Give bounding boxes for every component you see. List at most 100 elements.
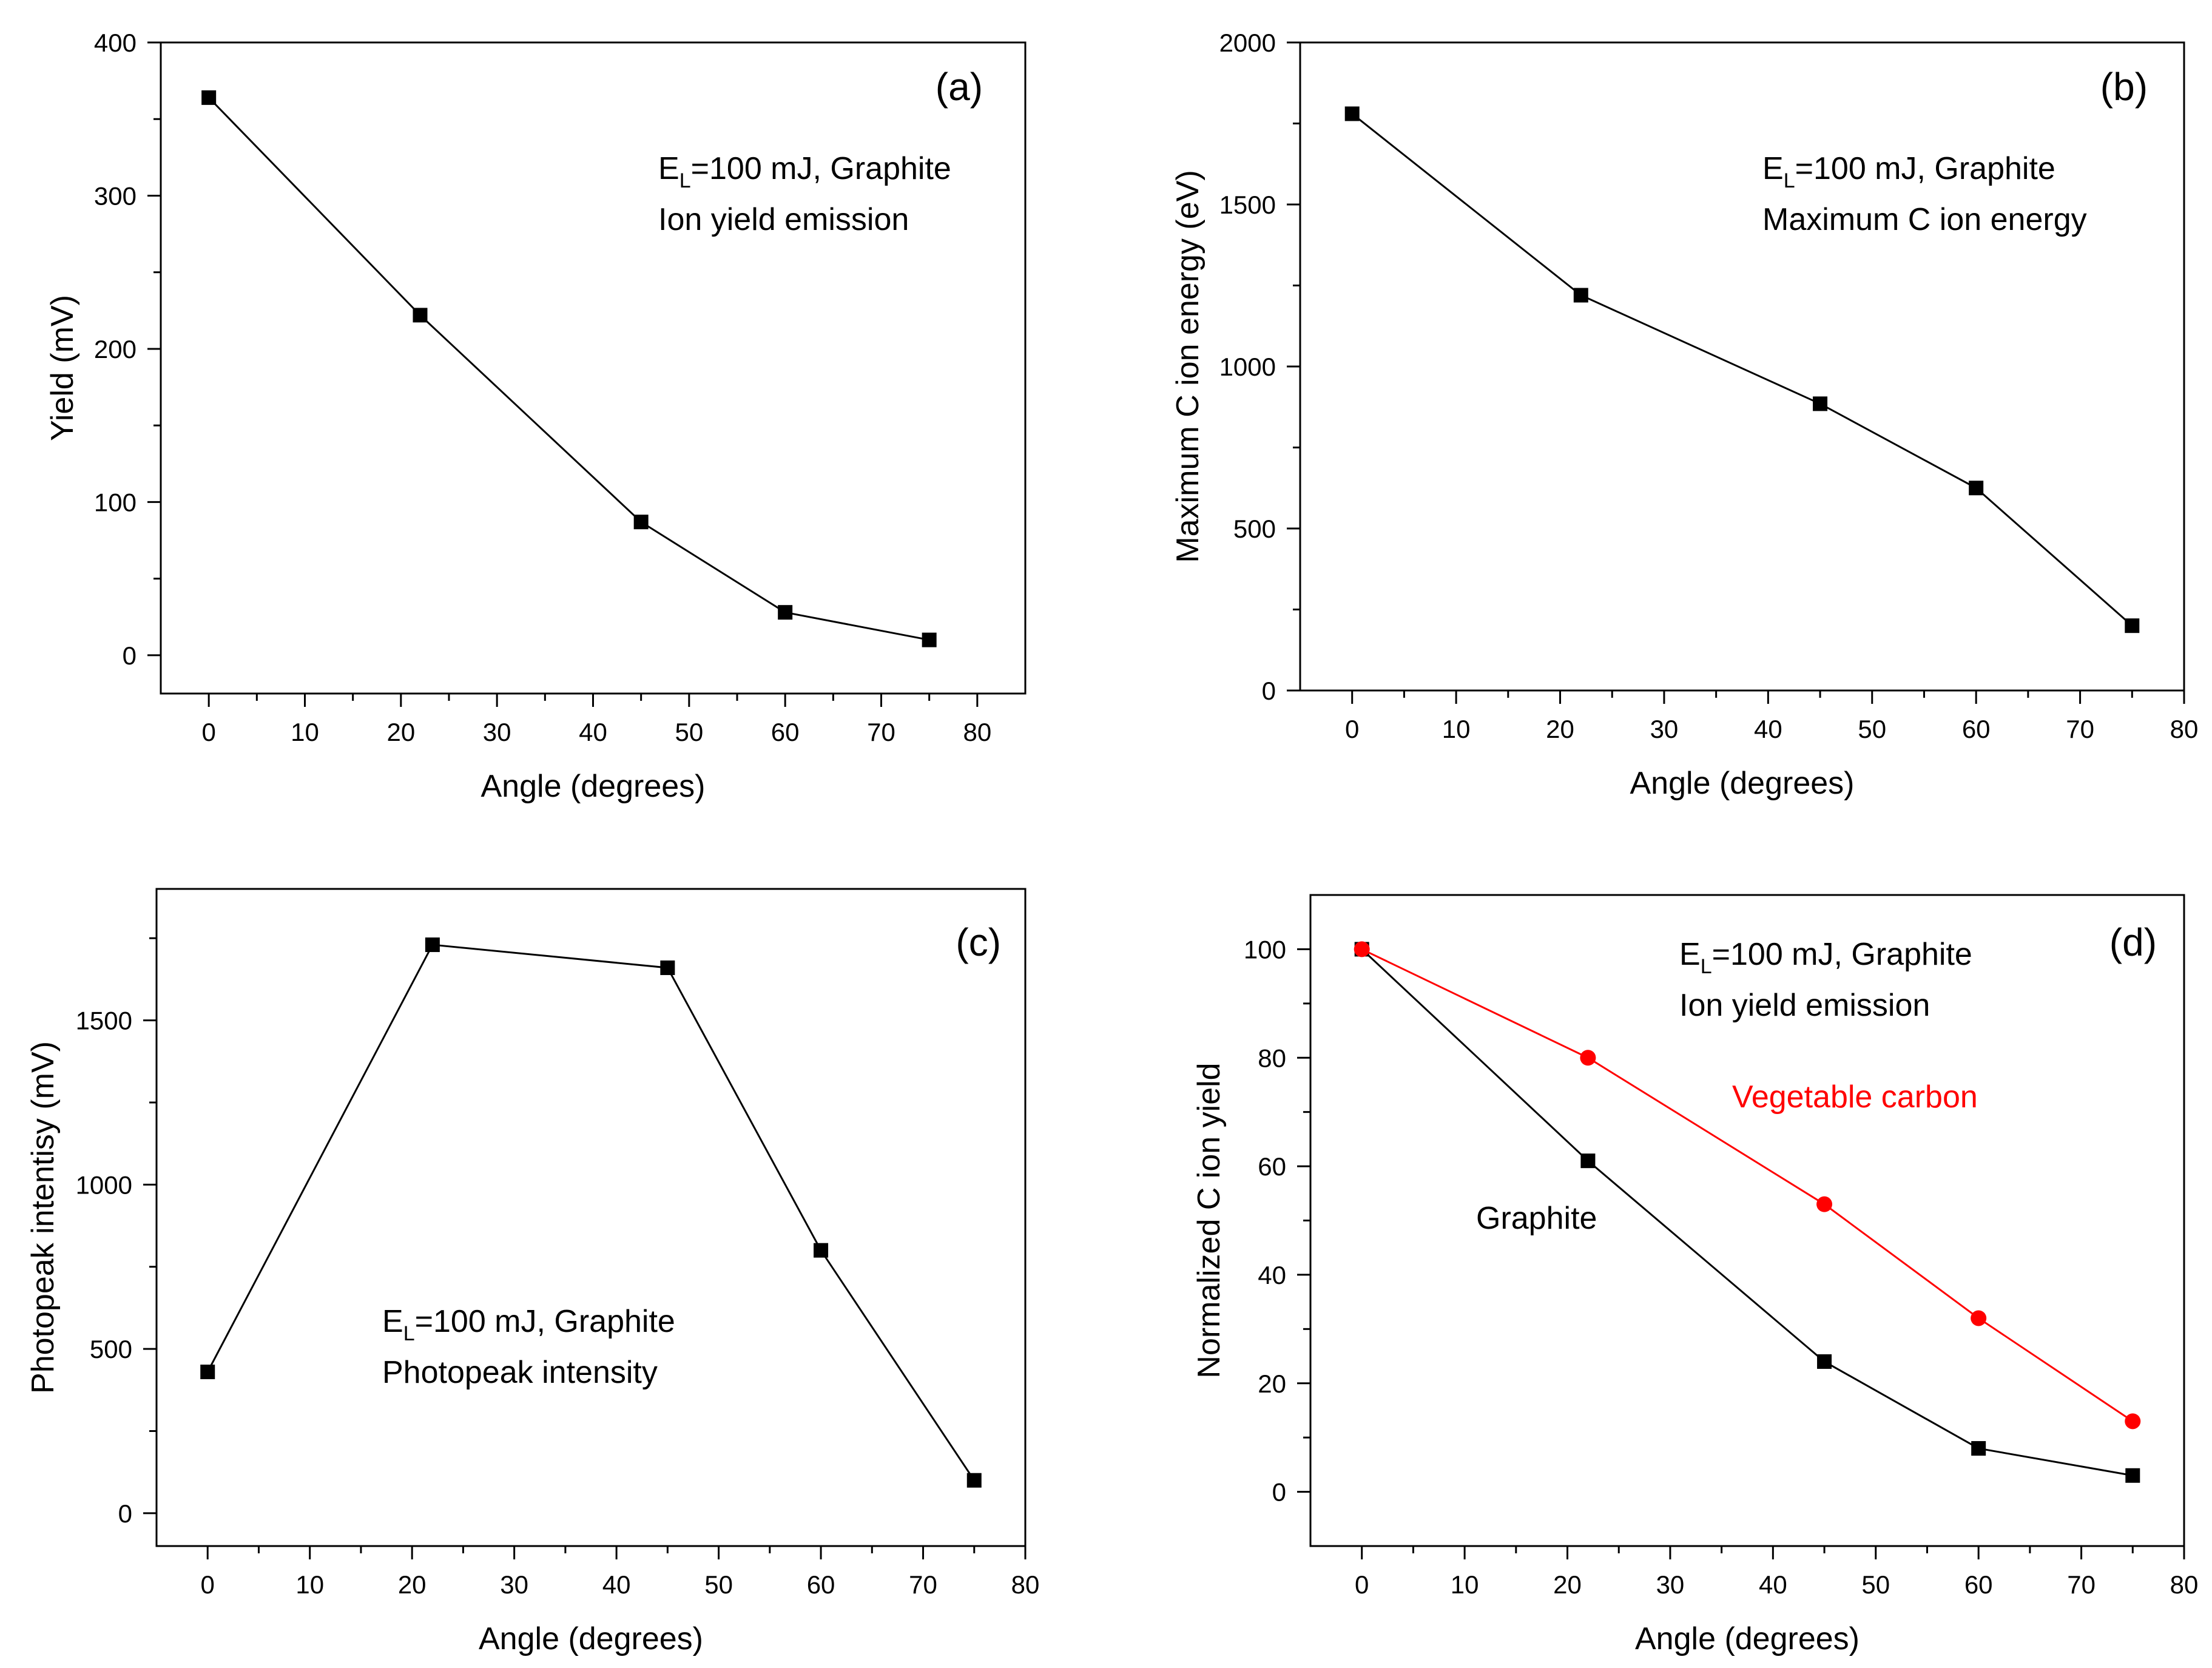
x-tick-label: 80 — [2170, 715, 2199, 743]
y-tick-label: 40 — [1258, 1261, 1286, 1289]
x-tick-label: 50 — [1861, 1570, 1890, 1599]
annotation-e: E — [658, 151, 679, 186]
data-point — [2125, 1468, 2140, 1483]
data-point — [1969, 481, 1984, 496]
y-axis-title: Maximum C ion energy (eV) — [1170, 170, 1205, 562]
y-tick-label: 1000 — [76, 1170, 132, 1199]
annotation-line-1: EL=100 mJ, Graphite — [658, 151, 951, 192]
data-point — [425, 937, 440, 953]
annotation-rest: =100 mJ, Graphite — [1712, 937, 1972, 972]
data-point — [1971, 1310, 1987, 1326]
x-tick-label: 10 — [291, 718, 319, 746]
x-tick-label: 70 — [2067, 1570, 2096, 1599]
y-tick-label: 0 — [123, 641, 137, 670]
annotation-line-1: EL=100 mJ, Graphite — [382, 1304, 675, 1345]
data-point — [778, 605, 793, 620]
chart-panel-d: 0 10 20 30 40 50 60 70 80 0 20 40 60 80 100 Angle (degr… — [1192, 894, 2198, 1656]
data-point — [1813, 396, 1828, 411]
x-tick-label: 0 — [1345, 715, 1359, 743]
x-tick-label: 10 — [1442, 715, 1471, 743]
data-point — [1354, 941, 1370, 957]
annotation-line-1: EL=100 mJ, Graphite — [1679, 937, 1972, 978]
data-point — [2125, 1413, 2141, 1430]
x-tick-label: 0 — [201, 1570, 215, 1599]
x-tick-label: 70 — [867, 718, 895, 746]
data-point — [1573, 288, 1588, 303]
data-point — [814, 1243, 829, 1258]
x-tick-label: 50 — [1858, 715, 1886, 743]
x-tick-label: 60 — [1962, 715, 1991, 743]
x-tick-label: 10 — [295, 1570, 324, 1599]
data-point — [1344, 106, 1360, 121]
series-label: Vegetable carbon — [1732, 1079, 1978, 1115]
y-tick-label: 100 — [1244, 935, 1286, 964]
y-tick-label: 300 — [94, 181, 137, 210]
x-tick-label: 60 — [1964, 1570, 1993, 1599]
annotation-rest: =100 mJ, Graphite — [415, 1304, 675, 1339]
data-point — [660, 960, 675, 975]
y-tick-label: 1500 — [1219, 191, 1276, 219]
x-axis-title: Angle (degrees) — [481, 769, 706, 804]
annotation-line-1: EL=100 mJ, Graphite — [1762, 151, 2055, 192]
chart-panel-c: 0 10 20 30 40 50 60 70 80 0 500 1000 1500 Angle (degr… — [25, 888, 1040, 1656]
y-tick-label: 500 — [90, 1335, 132, 1363]
data-point — [2125, 618, 2140, 633]
data-point — [1817, 1354, 1832, 1369]
x-tick-label: 60 — [807, 1570, 835, 1599]
data-point — [201, 90, 217, 105]
x-tick-label: 70 — [2066, 715, 2094, 743]
annotation-rest: =100 mJ, Graphite — [691, 151, 951, 186]
data-point — [966, 1473, 982, 1488]
series-line-0 — [1351, 113, 2133, 627]
x-tick-label: 20 — [1553, 1570, 1582, 1599]
annotation-line-2: Ion yield emission — [658, 202, 909, 237]
x-tick-label: 40 — [1754, 715, 1782, 743]
y-tick-label: 80 — [1258, 1044, 1286, 1072]
data-point — [200, 1365, 215, 1380]
y-tick-label: 0 — [118, 1499, 132, 1528]
x-axis-title: Angle (degrees) — [1635, 1621, 1860, 1656]
x-tick-label: 30 — [1650, 715, 1679, 743]
plot-frame — [155, 888, 1027, 1547]
x-tick-label: 30 — [500, 1570, 528, 1599]
data-point — [1580, 1153, 1596, 1169]
x-tick-label: 80 — [1011, 1570, 1040, 1599]
data-point — [413, 308, 428, 323]
x-tick-label: 70 — [909, 1570, 937, 1599]
plot-frame — [160, 41, 1027, 695]
x-tick-label: 80 — [963, 718, 991, 746]
y-tick-label: 1000 — [1219, 353, 1276, 381]
data-point — [1971, 1441, 1986, 1456]
annotation-subscript: L — [1784, 169, 1795, 192]
x-tick-label: 40 — [1759, 1570, 1787, 1599]
x-tick-label: 20 — [386, 718, 415, 746]
annotation-subscript: L — [403, 1322, 415, 1345]
y-tick-label: 100 — [94, 488, 137, 516]
plot-frame — [1299, 41, 2185, 692]
annotation-subscript: L — [679, 169, 691, 192]
chart-panel-b: 0 10 20 30 40 50 60 70 80 0 500 1000 1500 2000 Angle (… — [1170, 29, 2198, 801]
x-tick-label: 0 — [201, 718, 215, 746]
x-axis-title: Angle (degrees) — [1630, 766, 1855, 801]
annotation-rest: =100 mJ, Graphite — [1795, 151, 2055, 186]
y-tick-label: 0 — [1272, 1478, 1286, 1507]
y-tick-label: 2000 — [1219, 29, 1276, 57]
panel-label: (b) — [2100, 65, 2148, 109]
annotation-e: E — [1762, 151, 1784, 186]
x-tick-label: 40 — [602, 1570, 631, 1599]
y-tick-label: 1500 — [76, 1007, 132, 1035]
y-axis-title: Photopeak intentisy (mV) — [25, 1041, 61, 1394]
data-point — [1580, 1050, 1596, 1066]
y-tick-label: 20 — [1258, 1369, 1286, 1398]
y-tick-label: 400 — [94, 29, 137, 57]
y-tick-label: 60 — [1258, 1152, 1286, 1181]
panel-label: (a) — [936, 65, 983, 109]
x-axis-title: Angle (degrees) — [479, 1621, 703, 1656]
x-tick-label: 20 — [1546, 715, 1574, 743]
data-point — [633, 515, 649, 530]
x-tick-label: 30 — [483, 718, 511, 746]
x-tick-label: 20 — [398, 1570, 427, 1599]
series-label: Graphite — [1476, 1201, 1597, 1236]
y-tick-label: 0 — [1262, 677, 1276, 705]
